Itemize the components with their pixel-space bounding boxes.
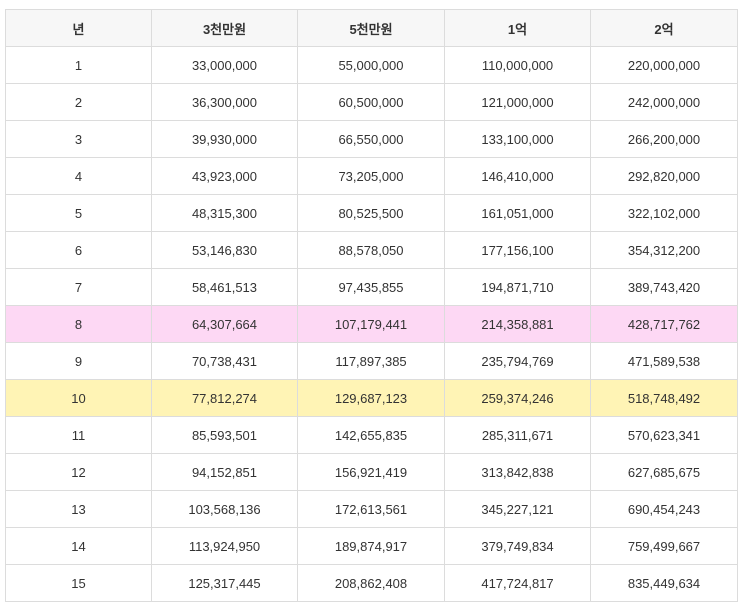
year-cell: 6: [5, 231, 152, 269]
value-200m-cell: 242,000,000: [590, 83, 738, 121]
table-row: 1 33,000,000 55,000,000 110,000,000 220,000,…: [5, 46, 738, 84]
value-100m-cell: 313,842,838: [444, 453, 591, 491]
value-30m-cell: 94,152,851: [151, 453, 298, 491]
value-100m-cell: 194,871,710: [444, 268, 591, 306]
table-row: 4 43,923,000 73,205,000 146,410,000 292,820,…: [5, 157, 738, 195]
year-cell: 1: [5, 46, 152, 84]
table-row: 9 70,738,431 117,897,385 235,794,769 471,589…: [5, 342, 738, 380]
table-row: 15 125,317,445 208,862,408 417,724,817 835,4…: [5, 564, 738, 602]
value-100m-cell: 146,410,000: [444, 157, 591, 195]
value-200m-cell: 570,623,341: [590, 416, 738, 454]
value-30m-cell: 33,000,000: [151, 46, 298, 84]
value-50m-cell: 66,550,000: [297, 120, 445, 158]
value-30m-cell: 77,812,274: [151, 379, 298, 417]
year-cell: 4: [5, 157, 152, 195]
value-50m-cell: 107,179,441: [297, 305, 445, 343]
table-row: 2 36,300,000 60,500,000 121,000,000 242,000,…: [5, 83, 738, 121]
header-row: 년 3천만원 5천만원 1억 2억: [5, 9, 738, 47]
value-50m-cell: 80,525,500: [297, 194, 445, 232]
value-200m-cell: 471,589,538: [590, 342, 738, 380]
value-200m-cell: 354,312,200: [590, 231, 738, 269]
value-30m-cell: 36,300,000: [151, 83, 298, 121]
year-cell: 13: [5, 490, 152, 528]
value-30m-cell: 103,568,136: [151, 490, 298, 528]
table-row: 11 85,593,501 142,655,835 285,311,671 570,62…: [5, 416, 738, 454]
value-30m-cell: 125,317,445: [151, 564, 298, 602]
year-cell: 9: [5, 342, 152, 380]
value-200m-cell: 428,717,762: [590, 305, 738, 343]
year-cell: 7: [5, 268, 152, 306]
growth-table: 년 3천만원 5천만원 1억 2억 1 33,000,000 55,000,000 1…: [5, 9, 738, 602]
year-cell: 12: [5, 453, 152, 491]
table-row: 12 94,152,851 156,921,419 313,842,838 627,68…: [5, 453, 738, 491]
header-50m: 5천만원: [297, 9, 445, 47]
value-100m-cell: 110,000,000: [444, 46, 591, 84]
year-cell: 2: [5, 83, 152, 121]
value-200m-cell: 835,449,634: [590, 564, 738, 602]
value-50m-cell: 97,435,855: [297, 268, 445, 306]
header-30m: 3천만원: [151, 9, 298, 47]
header-200m: 2억: [590, 9, 738, 47]
table-header: 년 3천만원 5천만원 1억 2억: [5, 9, 738, 47]
value-30m-cell: 70,738,431: [151, 342, 298, 380]
value-100m-cell: 214,358,881: [444, 305, 591, 343]
value-200m-cell: 266,200,000: [590, 120, 738, 158]
value-200m-cell: 518,748,492: [590, 379, 738, 417]
value-30m-cell: 58,461,513: [151, 268, 298, 306]
year-cell: 5: [5, 194, 152, 232]
value-100m-cell: 235,794,769: [444, 342, 591, 380]
table-row: 8 64,307,664 107,179,441 214,358,881 428,717…: [5, 305, 738, 343]
table-row: 5 48,315,300 80,525,500 161,051,000 322,102,…: [5, 194, 738, 232]
value-30m-cell: 53,146,830: [151, 231, 298, 269]
header-year: 년: [5, 9, 152, 47]
value-50m-cell: 88,578,050: [297, 231, 445, 269]
year-cell: 11: [5, 416, 152, 454]
value-200m-cell: 759,499,667: [590, 527, 738, 565]
value-30m-cell: 85,593,501: [151, 416, 298, 454]
value-50m-cell: 55,000,000: [297, 46, 445, 84]
value-30m-cell: 39,930,000: [151, 120, 298, 158]
value-30m-cell: 64,307,664: [151, 305, 298, 343]
year-cell: 10: [5, 379, 152, 417]
table-row: 7 58,461,513 97,435,855 194,871,710 389,743,…: [5, 268, 738, 306]
value-50m-cell: 172,613,561: [297, 490, 445, 528]
value-100m-cell: 121,000,000: [444, 83, 591, 121]
table-row: 13 103,568,136 172,613,561 345,227,121 690,4…: [5, 490, 738, 528]
year-cell: 8: [5, 305, 152, 343]
table-body: 1 33,000,000 55,000,000 110,000,000 220,000,…: [5, 46, 738, 602]
value-50m-cell: 117,897,385: [297, 342, 445, 380]
value-100m-cell: 177,156,100: [444, 231, 591, 269]
value-200m-cell: 220,000,000: [590, 46, 738, 84]
value-50m-cell: 73,205,000: [297, 157, 445, 195]
table-row: 10 77,812,274 129,687,123 259,374,246 518,74…: [5, 379, 738, 417]
value-50m-cell: 189,874,917: [297, 527, 445, 565]
table-row: 14 113,924,950 189,874,917 379,749,834 759,4…: [5, 527, 738, 565]
year-cell: 15: [5, 564, 152, 602]
value-50m-cell: 142,655,835: [297, 416, 445, 454]
value-200m-cell: 627,685,675: [590, 453, 738, 491]
table-row: 3 39,930,000 66,550,000 133,100,000 266,200,…: [5, 120, 738, 158]
value-100m-cell: 161,051,000: [444, 194, 591, 232]
value-200m-cell: 292,820,000: [590, 157, 738, 195]
value-50m-cell: 156,921,419: [297, 453, 445, 491]
value-200m-cell: 322,102,000: [590, 194, 738, 232]
value-30m-cell: 43,923,000: [151, 157, 298, 195]
year-cell: 14: [5, 527, 152, 565]
value-100m-cell: 417,724,817: [444, 564, 591, 602]
header-100m: 1억: [444, 9, 591, 47]
table-row: 6 53,146,830 88,578,050 177,156,100 354,312,…: [5, 231, 738, 269]
value-200m-cell: 389,743,420: [590, 268, 738, 306]
value-50m-cell: 129,687,123: [297, 379, 445, 417]
year-cell: 3: [5, 120, 152, 158]
value-50m-cell: 60,500,000: [297, 83, 445, 121]
value-100m-cell: 133,100,000: [444, 120, 591, 158]
value-100m-cell: 345,227,121: [444, 490, 591, 528]
value-30m-cell: 113,924,950: [151, 527, 298, 565]
value-100m-cell: 379,749,834: [444, 527, 591, 565]
value-100m-cell: 285,311,671: [444, 416, 591, 454]
value-30m-cell: 48,315,300: [151, 194, 298, 232]
value-100m-cell: 259,374,246: [444, 379, 591, 417]
value-200m-cell: 690,454,243: [590, 490, 738, 528]
value-50m-cell: 208,862,408: [297, 564, 445, 602]
